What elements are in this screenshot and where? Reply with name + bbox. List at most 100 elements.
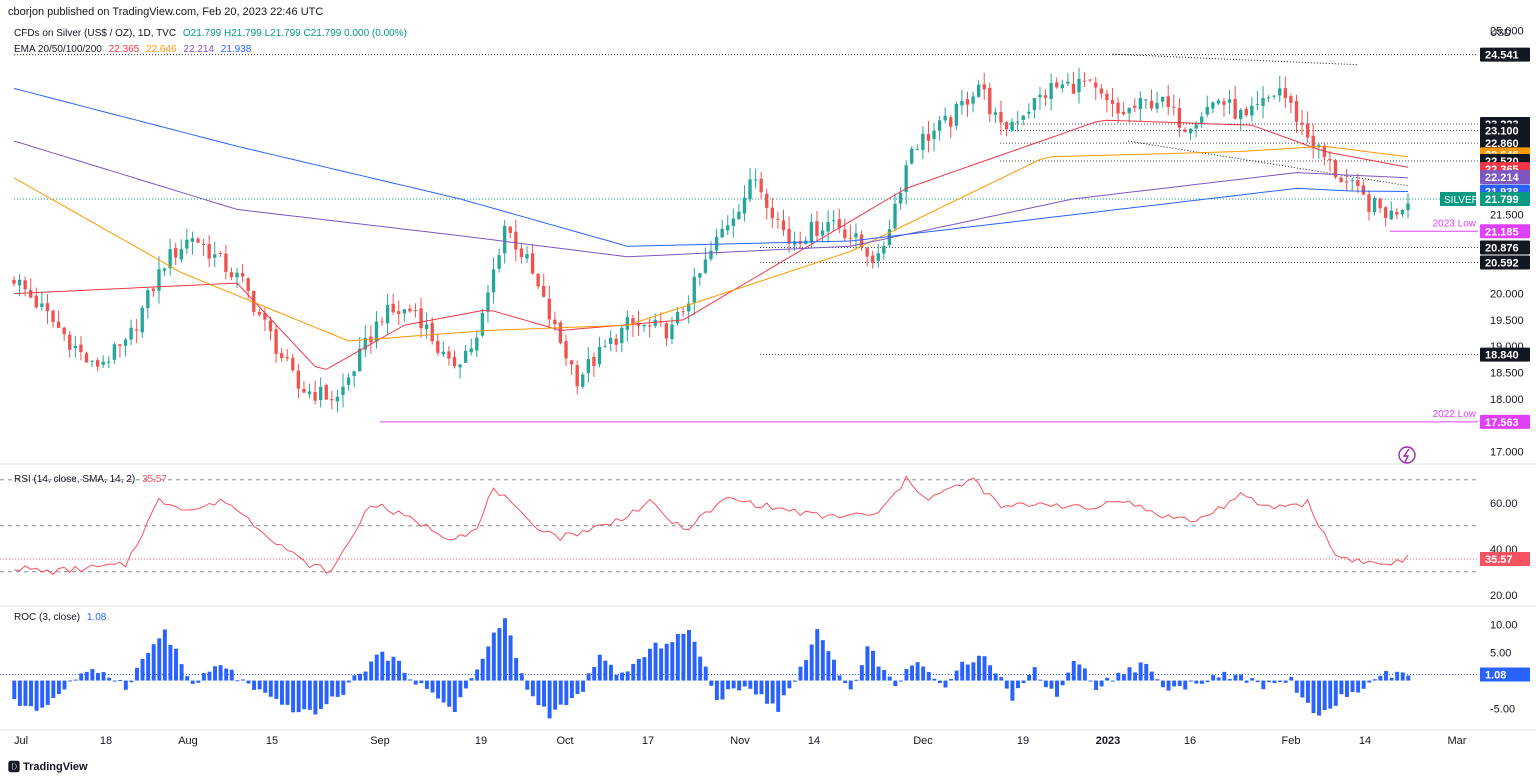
- candle: [101, 361, 105, 365]
- price-label-box-14: [1480, 347, 1530, 362]
- candle: [134, 329, 139, 331]
- candle: [887, 229, 892, 246]
- candle: [190, 238, 195, 242]
- roc-bar: [820, 640, 825, 681]
- roc-bar: [45, 680, 50, 705]
- roc-bar: [246, 680, 251, 684]
- roc-bar: [871, 650, 875, 681]
- candle: [675, 311, 680, 324]
- roc-bar: [742, 680, 747, 687]
- time-tick-1: 18: [100, 735, 112, 747]
- candle: [374, 321, 379, 342]
- candle: [1244, 108, 1248, 116]
- candle: [486, 292, 490, 312]
- price-tick-3: 19.000: [1490, 341, 1524, 353]
- roc-bar: [430, 680, 435, 693]
- candle: [95, 360, 100, 367]
- candle: [826, 222, 830, 232]
- roc-bar: [753, 680, 758, 695]
- candle: [820, 230, 825, 236]
- price-label-14: 18.840: [1485, 350, 1519, 362]
- roc-bar: [1305, 680, 1310, 703]
- roc-bar: [893, 680, 898, 687]
- roc-value-label: 1.08: [1485, 670, 1506, 682]
- roc-bar: [291, 680, 296, 713]
- roc-tick-0: 10.00: [1490, 620, 1518, 632]
- candle: [647, 325, 652, 327]
- roc-bar: [68, 680, 73, 682]
- brand-name: TradingView: [23, 760, 88, 773]
- candle: [815, 221, 819, 236]
- roc-bar: [949, 678, 954, 681]
- price-label-box-13: [1480, 255, 1530, 270]
- candle: [296, 370, 301, 389]
- roc-bar: [302, 680, 307, 710]
- candle: [268, 320, 273, 332]
- candle: [988, 87, 992, 115]
- candle: [709, 250, 713, 260]
- candle: [1021, 115, 1025, 120]
- candle: [168, 249, 172, 269]
- roc-bar: [770, 680, 775, 704]
- candle: [1367, 194, 1371, 212]
- price-label-3: 22.860: [1485, 138, 1519, 150]
- roc-bar: [1071, 660, 1076, 681]
- candle: [692, 276, 696, 303]
- candle: [380, 321, 384, 323]
- roc-bar: [1205, 680, 1210, 683]
- candle: [993, 112, 998, 115]
- candle: [246, 278, 250, 292]
- candle: [213, 254, 217, 258]
- roc-bar: [1283, 680, 1288, 683]
- candle: [1400, 209, 1405, 215]
- candle: [84, 353, 89, 363]
- roc-bar: [424, 680, 429, 689]
- candle: [1105, 93, 1109, 101]
- candle: [831, 220, 836, 222]
- roc-bar: [79, 673, 84, 681]
- candle: [949, 117, 953, 127]
- roc-bar: [1016, 680, 1020, 689]
- roc-bar: [943, 680, 948, 688]
- roc-bar: [218, 665, 223, 681]
- price-tick-0: 25.000: [1490, 26, 1524, 38]
- candle: [871, 255, 875, 263]
- candle: [1389, 210, 1393, 220]
- price-legend: CFDs on Silver (US$ / OZ), 1D, TVC O21.7…: [14, 28, 411, 39]
- tradingview-brand[interactable]: 🅳 TradingView: [8, 758, 88, 775]
- candle: [1043, 95, 1048, 98]
- roc-bar: [1043, 680, 1048, 688]
- time-tick-4: Sep: [370, 735, 390, 747]
- roc-bar: [1188, 680, 1193, 682]
- roc-bar: [1378, 675, 1383, 681]
- candle: [1077, 78, 1081, 93]
- candle: [1188, 128, 1193, 134]
- roc-bar: [1166, 680, 1171, 691]
- candle: [1082, 80, 1087, 82]
- roc-bar: [1255, 680, 1260, 683]
- roc-bar: [1038, 679, 1043, 681]
- candle: [1094, 82, 1098, 88]
- roc-bar: [1266, 680, 1271, 683]
- roc-bar: [664, 643, 669, 681]
- roc-value: 1.08: [86, 612, 107, 623]
- candle: [447, 351, 451, 359]
- roc-bar: [993, 673, 998, 681]
- time-tick-3: 15: [266, 735, 278, 747]
- candle: [475, 337, 479, 351]
- time-tick-12: 2023: [1096, 735, 1120, 747]
- candle: [157, 269, 161, 291]
- candle: [1099, 88, 1103, 94]
- roc-bar: [480, 658, 485, 681]
- candle: [302, 388, 306, 393]
- candle: [575, 365, 579, 387]
- roc-bar: [56, 680, 61, 695]
- candle: [1294, 101, 1299, 122]
- roc-bar: [129, 680, 134, 683]
- roc-bar: [675, 634, 680, 681]
- roc-bar: [452, 680, 457, 713]
- roc-bar: [1344, 680, 1349, 697]
- candle: [631, 318, 635, 325]
- roc-bar: [185, 676, 190, 681]
